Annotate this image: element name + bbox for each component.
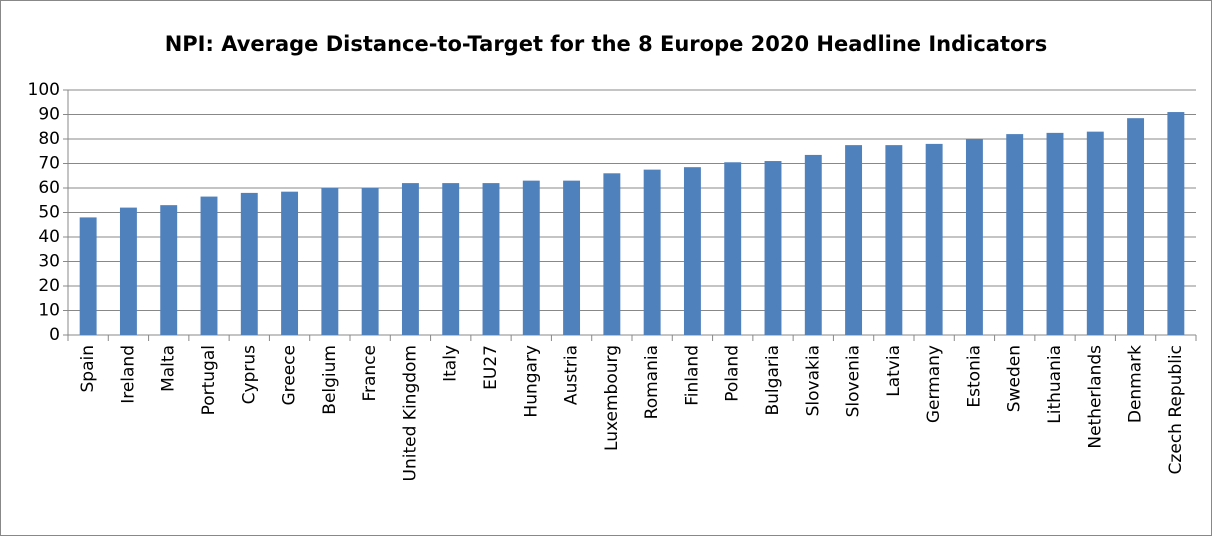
bar bbox=[442, 183, 460, 335]
y-tick-label: 10 bbox=[38, 301, 60, 321]
bar bbox=[160, 205, 178, 335]
bar bbox=[683, 167, 701, 335]
bar bbox=[925, 143, 943, 335]
bar bbox=[764, 161, 782, 335]
x-tick-label: EU27 bbox=[481, 345, 501, 390]
y-tick-label: 80 bbox=[38, 129, 60, 149]
x-tick-label: Austria bbox=[562, 345, 582, 405]
bar bbox=[240, 192, 258, 335]
x-tick-label: Finland bbox=[682, 345, 702, 406]
x-tick-label: Greece bbox=[280, 345, 300, 406]
x-tick-label: Ireland bbox=[118, 345, 138, 404]
bar bbox=[563, 180, 581, 335]
x-tick-label: Czech Republic bbox=[1166, 345, 1186, 474]
x-tick-label: France bbox=[360, 345, 380, 402]
x-tick-label: Luxembourg bbox=[602, 345, 622, 451]
chart-title: NPI: Average Distance-to-Target for the … bbox=[165, 32, 1048, 56]
bar bbox=[321, 188, 339, 335]
x-tick-label: Germany bbox=[924, 345, 944, 423]
y-tick-label: 50 bbox=[38, 203, 60, 223]
x-tick-label: Netherlands bbox=[1085, 345, 1105, 449]
y-tick-label: 100 bbox=[28, 80, 60, 100]
x-tick-label: Slovakia bbox=[803, 345, 823, 416]
y-tick-label: 40 bbox=[38, 227, 60, 247]
bar bbox=[281, 191, 299, 335]
bar bbox=[361, 188, 379, 335]
x-tick-label: Malta bbox=[159, 345, 179, 392]
x-tick-label: Slovenia bbox=[844, 345, 864, 417]
bar bbox=[200, 196, 218, 335]
x-tick-label: Italy bbox=[441, 345, 461, 382]
bar bbox=[643, 169, 661, 335]
y-tick-label: 30 bbox=[38, 252, 60, 272]
y-tick-label: 70 bbox=[38, 154, 60, 174]
x-tick-label: Sweden bbox=[1005, 345, 1025, 412]
bar bbox=[1006, 134, 1024, 335]
bar bbox=[724, 162, 742, 335]
x-tick-label: Bulgaria bbox=[763, 345, 783, 416]
bar bbox=[845, 145, 863, 335]
x-tick-label: Lithuania bbox=[1045, 345, 1065, 424]
bar bbox=[1086, 131, 1104, 335]
bar bbox=[1127, 118, 1145, 335]
y-tick-label: 90 bbox=[38, 105, 60, 125]
x-tick-label: Poland bbox=[723, 345, 743, 402]
x-tick-label: Cyprus bbox=[239, 345, 259, 404]
bar bbox=[603, 173, 621, 335]
x-tick-label: Spain bbox=[78, 345, 98, 393]
bar bbox=[1046, 132, 1064, 335]
x-tick-label: Portugal bbox=[199, 345, 219, 415]
y-tick-label: 60 bbox=[38, 178, 60, 198]
bar bbox=[522, 180, 540, 335]
x-tick-label: Latvia bbox=[884, 345, 904, 397]
bar bbox=[401, 183, 419, 335]
bar bbox=[79, 217, 97, 335]
x-tick-label: Romania bbox=[642, 345, 662, 419]
bar bbox=[119, 207, 137, 335]
x-tick-label: Estonia bbox=[964, 345, 984, 408]
bar bbox=[885, 145, 903, 335]
bar bbox=[804, 154, 822, 335]
bar bbox=[1167, 112, 1185, 335]
x-tick-label: Belgium bbox=[320, 345, 340, 415]
y-tick-label: 20 bbox=[38, 276, 60, 296]
x-tick-label: Hungary bbox=[521, 345, 541, 418]
bar bbox=[482, 183, 500, 335]
x-tick-label: Denmark bbox=[1126, 345, 1146, 423]
bar bbox=[965, 139, 983, 335]
y-tick-label: 0 bbox=[49, 325, 60, 345]
x-tick-label: United Kingdom bbox=[400, 345, 420, 481]
